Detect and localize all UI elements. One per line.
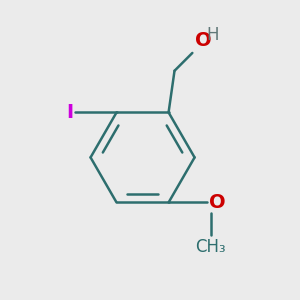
Text: O: O	[195, 31, 212, 50]
Text: O: O	[209, 193, 226, 212]
Text: I: I	[66, 103, 74, 122]
Text: CH₃: CH₃	[196, 238, 226, 256]
Text: H: H	[206, 26, 219, 44]
